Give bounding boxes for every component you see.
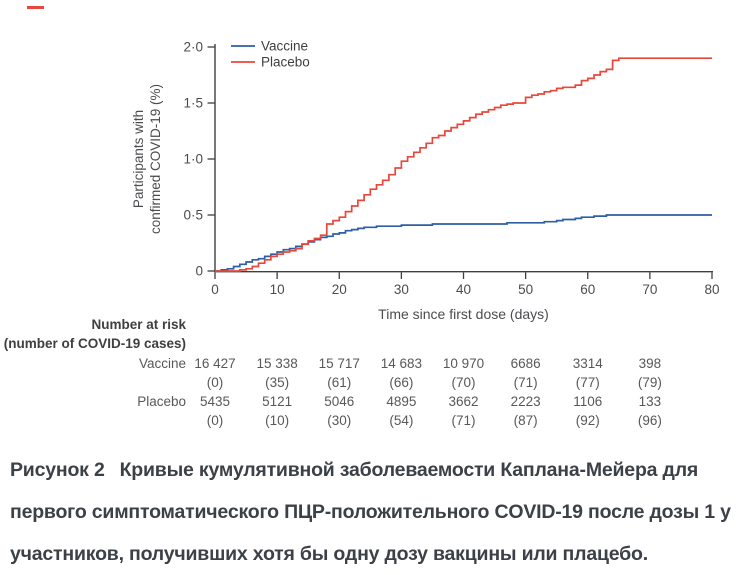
risk-cases-cell: (70) — [451, 375, 476, 390]
risk-cases-cell: (0) — [206, 413, 224, 428]
risk-header-line2: (number of COVID-19 cases) — [3, 336, 186, 351]
x-tick-label: 60 — [580, 282, 595, 297]
risk-cases-cell: (79) — [637, 375, 662, 390]
risk-cases-cell: (10) — [265, 413, 290, 428]
risk-value-cell: 6686 — [510, 356, 541, 371]
vaccine-curve — [215, 214, 712, 272]
figure-caption: Рисунок 2 Кривые кумулятивной заболеваемо… — [10, 449, 734, 575]
risk-cases-cell: (35) — [265, 375, 290, 390]
legend-label-placebo: Placebo — [261, 55, 310, 70]
caption-line-3: участников, получивших хотя бы одну дозу… — [10, 543, 648, 565]
placebo-curve — [215, 57, 712, 272]
x-tick-label: 30 — [394, 282, 409, 297]
risk-value-cell: 10 970 — [442, 356, 485, 371]
risk-header-line1: Number at risk — [91, 317, 186, 332]
tick-marks — [207, 46, 713, 279]
y-tick-label: 2·0 — [183, 40, 203, 55]
risk-value-cell: 2223 — [510, 394, 541, 409]
caption-label: Рисунок 2 — [10, 459, 105, 481]
risk-value-cell: 15 717 — [318, 356, 360, 371]
risk-value-cell: 1106 — [573, 394, 603, 409]
risk-value-cell: 4895 — [386, 394, 417, 409]
risk-value-cell: 14 683 — [380, 356, 423, 371]
risk-value-cell: 3662 — [448, 394, 479, 409]
risk-cases-cell: (54) — [389, 413, 414, 428]
risk-value-cell: 5121 — [262, 394, 293, 409]
axes — [214, 44, 713, 273]
risk-value-cell: 133 — [638, 394, 662, 409]
risk-value-cell: 16 427 — [194, 356, 236, 371]
x-axis-title: Time since first dose (days) — [378, 306, 549, 322]
risk-value-cell: 5435 — [199, 394, 231, 409]
risk-cases-cell: (61) — [327, 375, 352, 390]
risk-table-header: Number at risk (number of COVID-19 cases… — [0, 315, 186, 353]
legend-label-vaccine: Vaccine — [261, 39, 308, 54]
tick-labels: 0 10 20 30 40 50 60 70 80 0 0·5 1·0 1·5 2·0 — [183, 40, 719, 298]
x-tick-label: 40 — [456, 282, 471, 297]
risk-value-cell: 15 338 — [256, 356, 298, 371]
risk-value-cell: 398 — [638, 356, 662, 371]
x-tick-label: 50 — [518, 282, 533, 297]
y-tick-label: 1·5 — [183, 96, 203, 111]
stray-red-mark — [27, 6, 44, 9]
kaplan-meier-chart: 0 10 20 30 40 50 60 70 80 0 0·5 1·0 1·5 2·0 Time since… — [131, 39, 720, 323]
y-tick-label: 1·0 — [183, 152, 203, 167]
risk-value-cell: 5046 — [324, 394, 355, 409]
risk-cases-cell: (71) — [513, 375, 538, 390]
y-tick-label: 0·5 — [183, 208, 203, 223]
risk-value-cell: 3314 — [572, 356, 603, 371]
risk-cases-cell: (71) — [451, 413, 476, 428]
caption-line-1: Рисунок 2 Кривые кумулятивной заболеваемо… — [10, 449, 734, 491]
caption-text-1: Кривые кумулятивной заболеваемости Капла… — [119, 459, 699, 481]
x-tick-label: 0 — [211, 282, 219, 297]
risk-cases-cell: (87) — [513, 413, 538, 428]
risk-row-label-vaccine: Vaccine — [138, 356, 186, 371]
caption-line-2: первого симптоматического ПЦР-положитель… — [10, 501, 731, 523]
risk-row-label-placebo: Placebo — [137, 394, 186, 409]
risk-cases-cell: (66) — [389, 375, 414, 390]
x-tick-label: 10 — [270, 282, 285, 297]
risk-cases-cell: (77) — [575, 375, 600, 390]
risk-cases-cell: (30) — [327, 413, 352, 428]
x-tick-label: 80 — [704, 282, 719, 297]
y-axis-title: Participants with confirmed COVID-19 (%) — [131, 84, 163, 234]
x-tick-label: 20 — [332, 282, 347, 297]
x-tick-label: 70 — [642, 282, 657, 297]
risk-cases-cell: (92) — [575, 413, 600, 428]
risk-cases-cell: (0) — [206, 375, 224, 390]
risk-cases-cell: (96) — [637, 413, 662, 428]
y-tick-label: 0 — [195, 264, 203, 279]
